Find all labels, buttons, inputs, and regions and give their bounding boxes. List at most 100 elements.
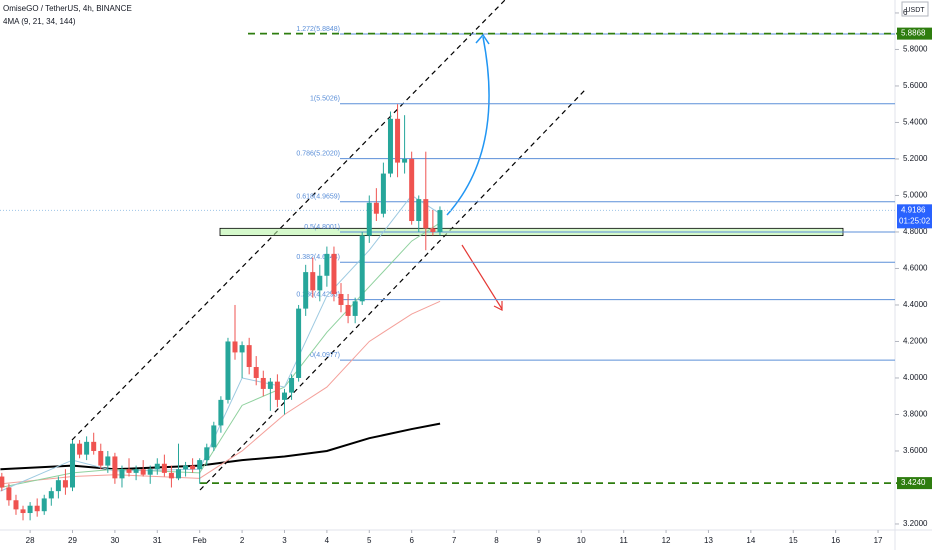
candle-body xyxy=(204,447,210,461)
moving-average xyxy=(0,300,441,485)
candle-body xyxy=(175,469,181,479)
y-tick-label: 4.6000 xyxy=(903,264,928,273)
candle-body xyxy=(387,118,393,174)
price-label-box xyxy=(897,27,932,40)
x-tick-label: 13 xyxy=(704,536,713,545)
fib-label: 1(5.5026) xyxy=(310,96,340,103)
candle-body xyxy=(0,476,5,488)
down-arrow-head xyxy=(493,301,503,311)
candle-body xyxy=(105,456,111,466)
candle-body xyxy=(253,367,259,378)
candle-body xyxy=(140,469,146,475)
x-tick-label: 12 xyxy=(662,536,671,545)
candle-body xyxy=(183,465,189,470)
candle-body xyxy=(112,456,118,479)
y-tick-label: 5.0000 xyxy=(903,191,928,200)
candle-body xyxy=(77,443,83,455)
y-tick-label: 5.4000 xyxy=(903,118,928,127)
fib-label: 1.272(5.8848) xyxy=(296,26,340,33)
y-tick-label: 5.8000 xyxy=(903,45,928,54)
candle-body xyxy=(41,498,47,512)
y-tick-label: 5.2000 xyxy=(903,154,928,163)
y-tick-label: 4.8000 xyxy=(903,227,928,236)
candle-body xyxy=(161,463,167,473)
candle-body xyxy=(133,469,139,473)
candle-body xyxy=(27,505,33,514)
countdown-label: 01:25:02 xyxy=(899,216,931,225)
fib-label: 0.786(5.2020) xyxy=(296,150,340,157)
currency: USDT xyxy=(905,7,925,14)
candle-body xyxy=(126,469,132,473)
fib-label: 0.382(4.6344) xyxy=(296,254,340,261)
y-tick-label: 3.6000 xyxy=(903,446,928,455)
y-tick-label: 5.6000 xyxy=(903,81,928,90)
moving-average xyxy=(0,422,441,471)
up-arrow-head xyxy=(475,33,490,45)
fib-label: 0(4.0977) xyxy=(310,352,340,359)
last-price-box xyxy=(897,204,932,229)
candle-body xyxy=(289,377,295,393)
candle-body xyxy=(267,381,273,389)
candle-body xyxy=(225,341,231,400)
candle-body xyxy=(13,500,19,510)
candle-body xyxy=(395,118,401,163)
candle-body xyxy=(296,308,302,378)
x-tick-label: 30 xyxy=(110,536,119,545)
currency-box xyxy=(901,1,929,17)
fib-label: 0.5(4.8001) xyxy=(304,224,340,231)
candle-body xyxy=(211,425,217,448)
candle-body xyxy=(84,441,90,455)
x-tick-label: 7 xyxy=(452,536,457,545)
candle-body xyxy=(69,443,75,488)
x-tick-label: 31 xyxy=(153,536,162,545)
x-tick-label: 29 xyxy=(68,536,77,545)
last-price-label: 4.9186 xyxy=(901,205,926,214)
candle-body xyxy=(366,202,372,236)
y-tick-label: 4.4000 xyxy=(903,300,928,309)
candle-body xyxy=(373,202,379,214)
up-arrow xyxy=(446,36,490,216)
x-tick-label: 11 xyxy=(620,536,629,545)
candle-body xyxy=(232,341,238,353)
candle-body xyxy=(239,345,245,353)
candle-body xyxy=(303,272,309,309)
moving-average xyxy=(0,222,441,488)
fib-label: 0.618(4.9659) xyxy=(296,194,340,201)
x-tick-label: 28 xyxy=(26,536,35,545)
indicator-label: 4MA (9, 21, 34, 144) xyxy=(3,17,76,26)
x-tick-label: Feb xyxy=(193,536,207,545)
candle-body xyxy=(168,472,174,479)
candle-body xyxy=(409,158,415,222)
candle-body xyxy=(416,199,422,222)
y-tick-label: 3.2000 xyxy=(903,519,928,528)
channel-upper xyxy=(71,0,506,441)
candle-body xyxy=(6,487,12,501)
x-tick-label: 16 xyxy=(831,536,840,545)
candle-body xyxy=(352,301,358,316)
candle-body xyxy=(437,210,443,232)
x-tick-label: 4 xyxy=(325,536,330,545)
candle-body xyxy=(359,235,365,302)
candle-body xyxy=(423,199,429,229)
candle-body xyxy=(218,399,224,426)
candle-body xyxy=(430,228,436,232)
y-tick-label: 3.8000 xyxy=(903,410,928,419)
candle-body xyxy=(317,275,323,291)
candle-body xyxy=(281,392,287,400)
candle-body xyxy=(62,480,68,488)
candle-body xyxy=(331,253,337,295)
down-arrow xyxy=(461,244,503,310)
candle-body xyxy=(310,272,316,291)
candle-body xyxy=(34,505,40,512)
x-tick-label: 10 xyxy=(577,536,586,545)
candle-body xyxy=(197,460,203,470)
chart-title: OmiseGO / TetherUS, 4h, BINANCE xyxy=(3,4,132,13)
candle-body xyxy=(246,345,252,368)
x-tick-label: 8 xyxy=(494,536,499,545)
candle-body xyxy=(274,381,280,400)
candle-body xyxy=(98,450,104,466)
candle-body xyxy=(345,304,351,316)
price-label-box xyxy=(897,477,932,490)
